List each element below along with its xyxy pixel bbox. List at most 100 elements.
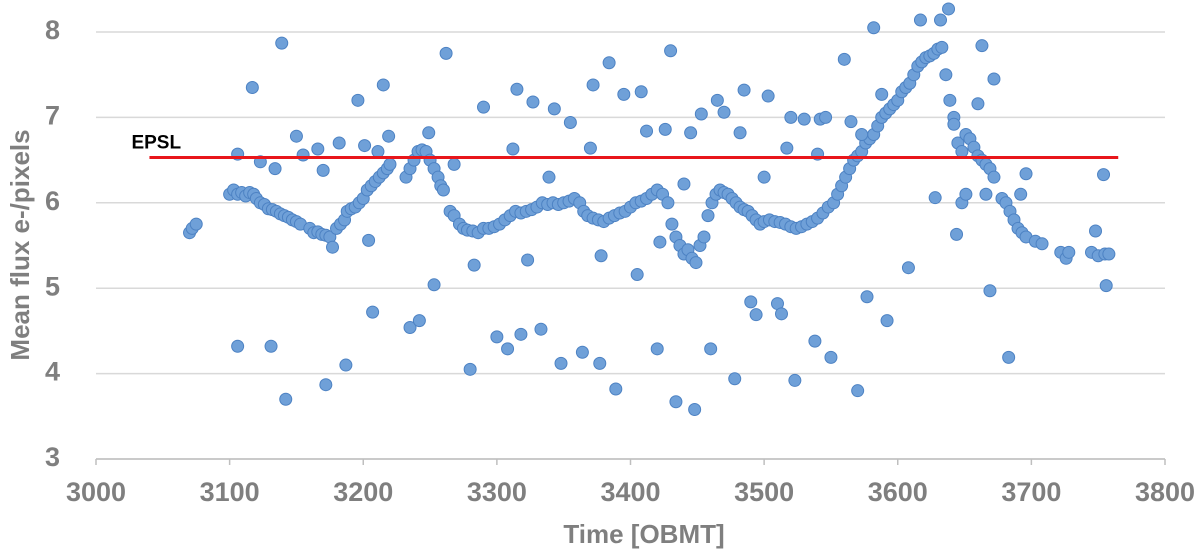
point	[688, 402, 702, 416]
point	[467, 258, 481, 272]
point	[653, 235, 667, 249]
point	[983, 284, 997, 298]
point	[510, 82, 524, 96]
point	[245, 81, 259, 95]
point	[913, 13, 927, 27]
point	[935, 40, 949, 54]
point	[593, 356, 607, 370]
y-tick-label: 8	[45, 15, 60, 45]
point	[412, 314, 426, 328]
point	[855, 127, 869, 141]
point	[463, 362, 477, 376]
point	[947, 117, 961, 131]
point	[704, 342, 718, 356]
point	[332, 136, 346, 150]
point	[950, 227, 964, 241]
point	[1002, 350, 1016, 364]
point	[436, 183, 450, 197]
point	[609, 382, 623, 396]
point	[749, 308, 763, 322]
reference-label: EPSL	[131, 133, 181, 154]
point	[955, 145, 969, 159]
point	[744, 295, 758, 309]
point	[928, 191, 942, 205]
point	[640, 124, 654, 138]
x-tick-label: 3000	[66, 477, 126, 507]
point	[296, 148, 310, 162]
point	[971, 97, 985, 111]
point	[959, 187, 973, 201]
point	[563, 116, 577, 130]
x-tick-label: 3700	[1001, 477, 1061, 507]
point	[634, 85, 648, 99]
point	[665, 217, 679, 231]
point	[1062, 245, 1076, 259]
point	[514, 327, 528, 341]
point	[1019, 167, 1033, 181]
point	[575, 345, 589, 359]
x-axis-label: Time [OBMT]	[563, 519, 724, 549]
point	[439, 46, 453, 60]
point	[268, 162, 282, 176]
point	[788, 373, 802, 387]
point	[658, 122, 672, 136]
point	[728, 372, 742, 386]
point	[1089, 224, 1103, 238]
point	[710, 93, 724, 107]
point	[851, 384, 865, 398]
x-tick-label: 3300	[467, 477, 527, 507]
point	[477, 100, 491, 114]
point	[784, 110, 798, 124]
point	[942, 2, 956, 16]
point	[1035, 237, 1049, 251]
point	[669, 395, 683, 409]
y-tick-label: 3	[45, 442, 60, 472]
point	[490, 330, 504, 344]
point	[534, 322, 548, 336]
point	[617, 87, 631, 101]
point	[901, 261, 915, 275]
point	[774, 307, 788, 321]
point	[943, 93, 957, 107]
point	[594, 249, 608, 263]
point	[875, 87, 889, 101]
point	[1102, 247, 1116, 261]
point	[797, 112, 811, 126]
x-tick-label: 3600	[868, 477, 928, 507]
point	[506, 142, 520, 156]
point	[780, 141, 794, 155]
point	[427, 278, 441, 292]
point	[339, 358, 353, 372]
point	[987, 72, 1001, 86]
point	[939, 68, 953, 82]
point	[366, 305, 380, 319]
x-tick-label: 3800	[1135, 477, 1195, 507]
point	[1099, 279, 1113, 293]
point	[358, 139, 372, 153]
point	[376, 78, 390, 92]
x-tick-label: 3400	[600, 477, 660, 507]
point	[824, 350, 838, 364]
point	[1014, 187, 1028, 201]
point	[737, 83, 751, 97]
x-tick-label: 3500	[734, 477, 794, 507]
point	[717, 105, 731, 119]
point	[403, 320, 417, 334]
point	[733, 126, 747, 140]
point	[975, 39, 989, 53]
point	[808, 334, 822, 348]
point	[684, 126, 698, 140]
point	[860, 290, 874, 304]
point	[382, 129, 396, 143]
point	[630, 268, 644, 282]
point	[526, 95, 540, 109]
point	[351, 93, 365, 107]
point	[279, 392, 293, 406]
point	[383, 157, 397, 171]
point	[316, 163, 330, 177]
point	[694, 107, 708, 121]
point	[844, 115, 858, 129]
point	[422, 126, 436, 140]
point	[689, 256, 703, 270]
x-tick-label: 3100	[200, 477, 260, 507]
